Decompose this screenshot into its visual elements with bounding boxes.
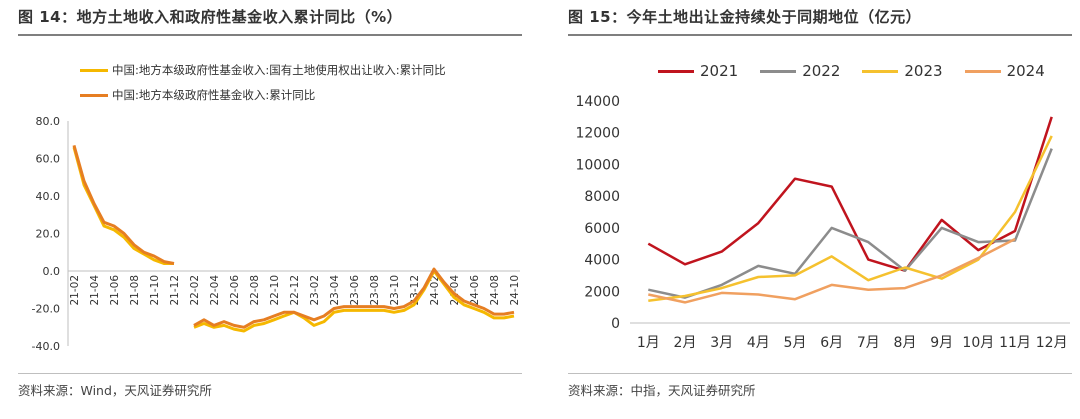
left-x-tick-label: 21-08 xyxy=(129,275,141,306)
left-source-note: 资料来源：Wind，天风证券研究所 xyxy=(18,383,212,398)
left-legend-label-1: 中国:地方本级政府性基金收入:累计同比 xyxy=(112,88,316,102)
right-x-tick-label: 4月 xyxy=(747,335,770,351)
right-x-tick-label: 7月 xyxy=(857,335,880,351)
left-x-tick-label: 22-12 xyxy=(289,275,301,306)
left-bottom-rule xyxy=(18,373,522,374)
right-x-tick-label: 3月 xyxy=(710,335,733,351)
left-x-tick-label: 22-08 xyxy=(249,275,261,306)
left-x-tick-label: 21-04 xyxy=(89,275,101,306)
right-y-tick-label: 2000 xyxy=(584,284,620,300)
left-x-tick-label: 23-02 xyxy=(309,275,321,306)
right-figure-title: 图 15：今年土地出让金持续处于同期地位（亿元） xyxy=(568,8,922,26)
right-x-tick-label: 1月 xyxy=(637,335,660,351)
left-legend-swatch-0 xyxy=(80,68,108,72)
right-x-tick-label: 11月 xyxy=(999,335,1031,351)
right-bottom-rule xyxy=(568,373,1072,374)
left-legend-item-0: 中国:地方本级政府性基金收入:国有土地使用权出让收入:累计同比 xyxy=(80,62,446,78)
right-panel: 图 15：今年土地出让金持续处于同期地位（亿元） 2021 2022 2023 202… xyxy=(550,0,1080,419)
right-y-tick-label: 12000 xyxy=(575,126,620,142)
right-line-chart: 14000 12000 10000 8000 6000 4000 2000 0 1月 2月 3月 4月… xyxy=(575,94,1070,351)
left-panel: 图 14：地方土地收入和政府性基金收入累计同比（%） 中国:地方本级政府性基金收… xyxy=(0,0,530,419)
right-legend-swatch-1 xyxy=(760,69,797,73)
right-title-rule xyxy=(568,34,1072,36)
right-x-tick-label: 2月 xyxy=(674,335,697,351)
right-y-tick-label: 8000 xyxy=(584,189,620,205)
right-series-line-2024 xyxy=(648,237,1016,304)
right-series-line-2023 xyxy=(648,135,1053,303)
left-legend: 中国:地方本级政府性基金收入:国有土地使用权出让收入:累计同比 中国:地方本级政府… xyxy=(80,62,446,112)
right-x-tick-label: 6月 xyxy=(820,335,843,351)
right-y-tick-label: 14000 xyxy=(575,94,620,110)
right-series-line-2022 xyxy=(648,148,1053,299)
left-x-tick-label: 21-10 xyxy=(149,275,161,306)
right-legend-swatch-2 xyxy=(862,69,899,73)
right-x-tick-label: 12月 xyxy=(1036,335,1068,351)
left-legend-item-1: 中国:地方本级政府性基金收入:累计同比 xyxy=(80,87,446,103)
right-x-tick-label: 5月 xyxy=(784,335,807,351)
left-line-chart: 80.0 60.0 40.0 20.0 0.0 -20.0 -40.0 21-02 21-04 2… xyxy=(32,115,521,353)
right-series-line-2021 xyxy=(647,116,1053,272)
right-source-note: 资料来源：中指，天风证券研究所 xyxy=(568,383,756,398)
left-x-tick-label: 21-02 xyxy=(69,275,81,306)
left-x-tick-label: 23-08 xyxy=(369,275,381,306)
right-y-tick-label: 10000 xyxy=(575,157,620,173)
left-figure-title: 图 14：地方土地收入和政府性基金收入累计同比（%） xyxy=(18,8,403,26)
right-legend-label-2: 2023 xyxy=(904,62,943,80)
right-x-tick-label: 10月 xyxy=(962,335,994,351)
left-y-tick-label: -20.0 xyxy=(32,303,60,316)
left-legend-label-0: 中国:地方本级政府性基金收入:国有土地使用权出让收入:累计同比 xyxy=(112,63,446,77)
left-x-tick-label: 23-04 xyxy=(329,275,341,306)
left-x-tick-label: 22-04 xyxy=(209,275,221,306)
left-x-tick-label: 24-02 xyxy=(429,275,441,306)
right-legend-label-1: 2022 xyxy=(802,62,841,80)
right-x-tick-label: 9月 xyxy=(930,335,953,351)
left-x-tick-label: 21-06 xyxy=(109,275,121,306)
right-legend-item-0: 2021 xyxy=(658,62,738,80)
right-legend-swatch-3 xyxy=(964,69,1001,73)
right-legend: 2021 2022 2023 2024 xyxy=(658,62,1067,80)
right-y-tick-label: 6000 xyxy=(584,221,620,237)
left-y-tick-label: 40.0 xyxy=(36,190,61,203)
right-legend-label-0: 2021 xyxy=(700,62,739,80)
right-y-tick-label: 4000 xyxy=(584,253,620,269)
right-x-tick-label: 8月 xyxy=(894,335,917,351)
left-series-line-1 xyxy=(72,144,515,329)
left-y-tick-label: 0.0 xyxy=(43,265,61,278)
left-y-tick-label: -40.0 xyxy=(32,340,60,353)
left-title-rule xyxy=(18,34,522,36)
left-y-tick-label: 60.0 xyxy=(36,153,61,166)
left-x-tick-label: 24-06 xyxy=(469,275,481,306)
left-x-tick-label: 21-12 xyxy=(169,275,181,306)
left-x-tick-label: 22-02 xyxy=(189,275,201,306)
left-x-tick-label: 24-08 xyxy=(489,275,501,306)
left-x-tick-label: 22-10 xyxy=(269,275,281,306)
left-y-tick-label: 20.0 xyxy=(36,228,61,241)
right-legend-item-1: 2022 xyxy=(760,62,840,80)
right-legend-swatch-0 xyxy=(658,69,694,73)
left-x-tick-label: 22-06 xyxy=(229,275,241,306)
left-legend-swatch-1 xyxy=(80,93,108,97)
left-x-tick-label: 23-10 xyxy=(389,275,401,306)
right-legend-label-3: 2024 xyxy=(1006,62,1045,80)
left-x-tick-label: 24-10 xyxy=(509,275,521,306)
left-x-tick-label: 23-06 xyxy=(349,275,361,306)
left-y-tick-label: 80.0 xyxy=(36,115,61,128)
right-y-tick-label: 0 xyxy=(611,316,620,332)
right-legend-item-2: 2023 xyxy=(862,62,943,80)
right-legend-item-3: 2024 xyxy=(964,62,1045,80)
